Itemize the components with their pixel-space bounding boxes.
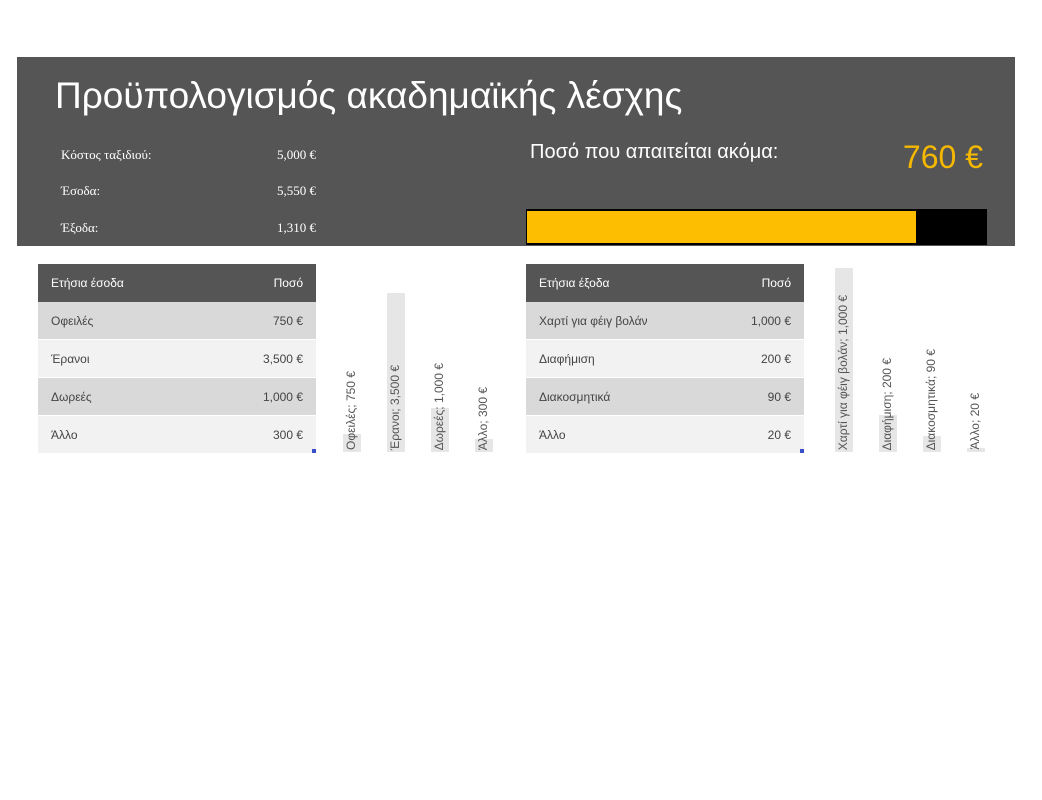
expense-row-amount[interactable]: 90 € — [712, 377, 804, 416]
remaining-value: 760 € — [902, 139, 983, 175]
expense-bar-2 — [923, 436, 941, 452]
income-chart-label: Έρανοι; 3,500 € — [388, 364, 402, 450]
table-row[interactable]: Διακοσμητικά 90 € — [526, 377, 804, 416]
income-row-name[interactable]: Οφειλές — [38, 302, 205, 340]
expense-row-amount[interactable]: 200 € — [712, 339, 804, 378]
income-chart-label: Δωρεές; 1,000 € — [432, 362, 446, 450]
table-resize-handle[interactable] — [312, 449, 316, 453]
expense-chart-label: Διακοσμητικά; 90 € — [924, 348, 938, 450]
income-bar-1 — [387, 293, 405, 452]
income-table-header: Ετήσια έσοδα Ποσό — [38, 264, 316, 302]
expenses-value: 1,310 € — [277, 220, 316, 235]
income-header-name[interactable]: Ετήσια έσοδα — [38, 264, 205, 302]
funding-progress-fill — [527, 211, 916, 243]
table-row[interactable]: Οφειλές 750 € — [38, 302, 316, 340]
expense-table-header: Ετήσια έξοδα Ποσό — [526, 264, 804, 302]
header-banner: Προϋπολογισμός ακαδημαϊκής λέσχης Κόστος… — [17, 57, 1015, 246]
trip-cost-value: 5,000 € — [277, 147, 316, 162]
expense-bar-0 — [835, 268, 853, 452]
expense-chart-label: Χαρτί για φέιγ βολάν; 1,000 € — [836, 294, 850, 450]
income-table: Ετήσια έσοδα Ποσό Οφειλές 750 € Έρανοι 3… — [38, 264, 316, 454]
income-row-name[interactable]: Έρανοι — [38, 339, 205, 378]
income-bar-0 — [343, 434, 361, 452]
income-value: 5,550 € — [277, 183, 316, 198]
summary-trip-cost: Κόστος ταξιδιού: 5,000 € — [61, 147, 316, 167]
expense-chart-label: Άλλο; 20 € — [968, 393, 982, 450]
income-row-name[interactable]: Δωρεές — [38, 377, 205, 416]
table-resize-handle[interactable] — [800, 449, 804, 453]
table-row[interactable]: Διαφήμιση 200 € — [526, 339, 804, 378]
income-bar-2 — [431, 408, 449, 452]
income-chart-label: Άλλο; 300 € — [476, 386, 490, 450]
income-label: Έσοδα: — [61, 183, 101, 198]
trip-cost-label: Κόστος ταξιδιού: — [61, 147, 152, 162]
table-row[interactable]: Έρανοι 3,500 € — [38, 339, 316, 378]
page-title: Προϋπολογισμός ακαδημαϊκής λέσχης — [55, 75, 683, 116]
expense-bar-1 — [879, 415, 897, 452]
table-row[interactable]: Άλλο 300 € — [38, 415, 316, 454]
table-row[interactable]: Χαρτί για φέιγ βολάν 1,000 € — [526, 302, 804, 340]
income-row-amount[interactable]: 300 € — [204, 415, 316, 454]
expense-row-amount[interactable]: 1,000 € — [712, 302, 804, 340]
expense-chart-label: Διαφήμιση; 200 € — [880, 357, 894, 450]
expense-row-name[interactable]: Διακοσμητικά — [526, 377, 713, 416]
table-row[interactable]: Δωρεές 1,000 € — [38, 377, 316, 416]
income-row-amount[interactable]: 750 € — [204, 302, 316, 340]
income-row-amount[interactable]: 1,000 € — [204, 377, 316, 416]
income-row-name[interactable]: Άλλο — [38, 415, 205, 454]
expense-bar-3 — [967, 448, 985, 452]
funding-progress-bar — [526, 209, 987, 245]
income-header-amount[interactable]: Ποσό — [204, 264, 316, 302]
expense-row-name[interactable]: Άλλο — [526, 415, 713, 454]
income-bar-3 — [475, 439, 493, 452]
expense-table: Ετήσια έξοδα Ποσό Χαρτί για φέιγ βολάν 1… — [526, 264, 804, 454]
remaining-label: Ποσό που απαιτείται ακόμα: — [530, 141, 779, 163]
summary-expenses: Έξοδα: 1,310 € — [61, 220, 316, 240]
expense-header-amount[interactable]: Ποσό — [712, 264, 804, 302]
income-row-amount[interactable]: 3,500 € — [204, 339, 316, 378]
expenses-label: Έξοδα: — [61, 220, 99, 235]
income-chart-label: Οφειλές; 750 € — [344, 371, 358, 450]
expense-row-amount[interactable]: 20 € — [712, 415, 804, 454]
expense-row-name[interactable]: Διαφήμιση — [526, 339, 713, 378]
summary-income: Έσοδα: 5,550 € — [61, 183, 316, 203]
table-row[interactable]: Άλλο 20 € — [526, 415, 804, 454]
expense-header-name[interactable]: Ετήσια έξοδα — [526, 264, 713, 302]
expense-row-name[interactable]: Χαρτί για φέιγ βολάν — [526, 302, 713, 340]
